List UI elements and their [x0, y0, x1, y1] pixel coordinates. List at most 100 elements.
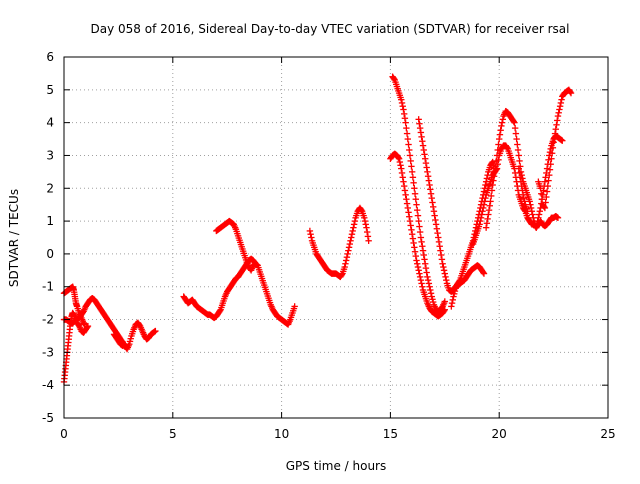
data-point-marker	[493, 152, 501, 159]
data-point-marker	[489, 181, 496, 189]
data-point-marker	[421, 256, 428, 263]
data-point-marker	[363, 228, 371, 236]
data-point-marker	[517, 168, 525, 176]
plot-frame	[63, 56, 609, 419]
data-point-marker	[527, 204, 535, 212]
data-point-marker	[342, 260, 349, 267]
data-point-marker	[480, 188, 488, 195]
data-point-marker	[543, 193, 550, 201]
data-point-marker	[529, 211, 536, 218]
data-point-marker	[496, 135, 503, 143]
data-point-marker	[448, 303, 455, 310]
data-point-marker	[348, 231, 356, 238]
data-point-marker	[411, 190, 419, 197]
data-point-marker	[411, 248, 419, 255]
data-point-marker	[307, 231, 314, 238]
data-point-marker	[407, 157, 414, 165]
data-point-marker	[414, 206, 421, 214]
data-point-marker	[432, 221, 440, 228]
data-point-marker	[546, 171, 553, 179]
data-point-marker	[420, 251, 427, 259]
data-point-marker	[308, 234, 315, 241]
data-point-marker	[440, 263, 447, 271]
data-point-marker	[483, 175, 491, 182]
data-point-marker	[424, 168, 431, 176]
data-point-marker	[351, 217, 359, 225]
data-point-marker	[427, 190, 435, 197]
data-point-marker	[497, 127, 504, 134]
data-point-marker	[435, 234, 442, 241]
data-point-marker	[363, 224, 370, 231]
data-point-marker	[121, 340, 129, 348]
data-point-marker	[403, 130, 411, 137]
data-point-marker	[414, 212, 422, 219]
data-point-marker	[512, 130, 520, 137]
data-point-marker	[424, 276, 432, 284]
data-point-marker	[517, 178, 525, 185]
data-point-marker	[419, 283, 426, 290]
x-axis-label: GPS time / hours	[286, 459, 387, 473]
data-point-marker	[338, 271, 346, 278]
y-tick-label: -3	[42, 345, 54, 359]
data-point-marker	[423, 269, 430, 276]
data-point-marker	[543, 188, 551, 195]
data-point-marker	[492, 163, 499, 170]
data-point-marker	[427, 186, 434, 193]
data-point-marker	[488, 192, 495, 200]
data-point-marker	[433, 225, 441, 232]
data-point-marker	[480, 270, 488, 277]
data-point-marker	[396, 158, 404, 166]
data-point-marker	[429, 203, 437, 211]
y-tick-label: -4	[42, 378, 54, 392]
data-point-marker	[481, 198, 488, 205]
data-point-marker	[510, 118, 517, 125]
x-tick-label: 15	[383, 427, 398, 441]
data-point-marker	[411, 185, 418, 192]
data-point-marker	[567, 89, 575, 97]
data-point-marker	[347, 237, 354, 244]
data-point-marker	[511, 119, 518, 126]
data-point-marker	[556, 103, 564, 110]
data-point-marker	[437, 251, 445, 259]
data-point-marker	[395, 154, 402, 161]
data-point-marker	[538, 196, 546, 203]
data-point-marker	[365, 237, 372, 244]
data-point-marker	[399, 103, 406, 110]
data-point-marker	[413, 201, 420, 208]
data-point-marker	[540, 203, 548, 211]
data-point-marker	[402, 191, 409, 199]
data-point-marker	[345, 244, 353, 251]
data-point-marker	[420, 146, 427, 154]
y-tick-label: 5	[46, 83, 54, 97]
data-point-marker	[411, 244, 418, 251]
data-point-marker	[487, 198, 494, 205]
data-point-marker	[414, 260, 421, 267]
x-tick-label: 10	[274, 427, 289, 441]
data-point-marker	[400, 178, 407, 185]
data-point-marker	[426, 283, 433, 290]
data-point-marker	[518, 182, 525, 190]
data-point-marker	[431, 212, 438, 219]
data-point-marker	[532, 224, 540, 231]
data-point-marker	[403, 200, 411, 207]
data-point-marker	[495, 141, 502, 148]
data-point-marker	[551, 130, 559, 137]
data-point-marker	[496, 131, 504, 138]
data-point-marker	[403, 124, 410, 132]
data-point-marker	[442, 273, 449, 281]
data-point-marker	[520, 194, 528, 202]
data-point-marker	[419, 138, 426, 145]
data-point-marker	[405, 141, 412, 148]
y-tick-label: 0	[46, 247, 54, 261]
data-point-marker	[407, 222, 414, 229]
data-point-marker	[400, 106, 407, 113]
x-tick-label: 5	[169, 427, 177, 441]
data-point-marker	[404, 204, 412, 212]
data-point-marker	[398, 169, 406, 177]
data-point-marker	[410, 179, 417, 187]
data-point-marker	[548, 155, 555, 162]
data-point-marker	[482, 224, 490, 231]
data-point-marker	[448, 299, 456, 307]
data-point-marker	[342, 257, 350, 264]
